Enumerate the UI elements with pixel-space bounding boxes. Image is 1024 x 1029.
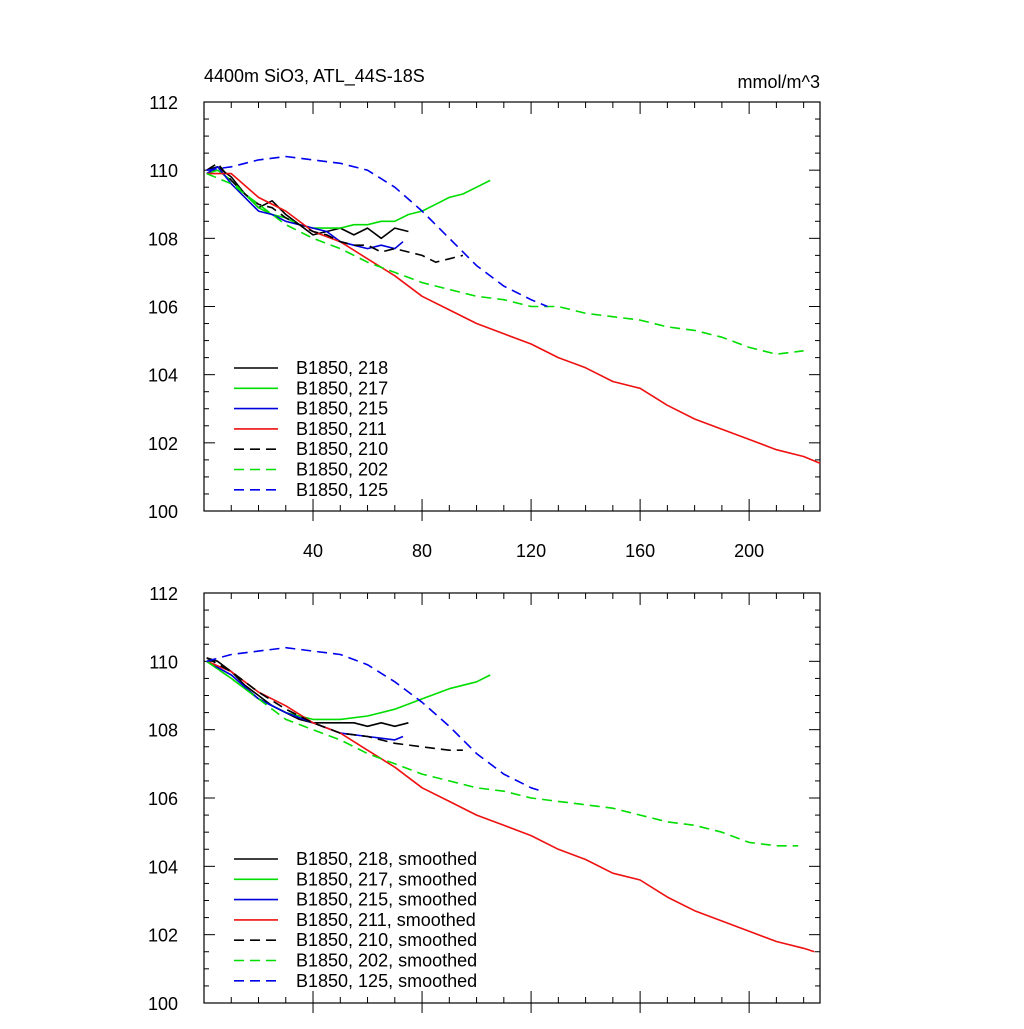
legend-label: B1850, 218 [296,358,388,378]
plot-panel-1: 100 102 104 106 108 110 112 40 80 120 160 200 B1850,… [148,93,821,561]
y-tick-label: 110 [149,652,178,672]
series-line [206,162,464,264]
series-line [206,166,404,250]
legend-label: B1850, 211, smoothed [296,910,476,930]
x-tick-label: 160 [625,541,655,561]
y-tick-label: 102 [148,926,178,946]
series-line [206,657,463,752]
series-line [206,660,404,741]
series-line [206,660,799,847]
legend-label: B1850, 125 [296,480,388,500]
series-line [206,155,548,308]
series-line [206,657,409,728]
legend-label: B1850, 202, smoothed [296,951,477,971]
series-line [206,172,821,465]
legend-label: B1850, 215 [296,399,388,419]
legend-label: B1850, 211 [296,419,387,439]
x-tick-label: 80 [412,541,432,561]
y-tick-label: 108 [148,229,178,249]
legend-label: B1850, 210, smoothed [296,930,477,950]
units-label: mmol/m^3 [738,72,820,92]
y-tick-label: 110 [149,161,178,181]
legend-label: B1850, 217, smoothed [296,869,477,889]
legend-label: B1850, 218, smoothed [296,849,477,869]
y-tick-label: 106 [148,298,178,318]
series-line [206,166,409,240]
y-tick-label: 106 [148,789,178,809]
y-tick-label: 108 [148,721,178,741]
series-line [206,169,491,229]
x-tick-label: 120 [516,541,546,561]
chart-title: 4400m SiO3, ATL_44S-18S [204,66,425,87]
legend-label: B1850, 202 [296,460,388,480]
y-tick-label: 112 [149,584,178,604]
legend-label: B1850, 215, smoothed [296,890,477,910]
series-line [206,172,804,356]
x-tick-label: 200 [734,541,764,561]
y-tick-label: 104 [148,857,178,877]
y-tick-label: 100 [148,994,178,1014]
y-tick-label: 102 [148,434,178,454]
series-line [206,646,543,792]
legend-label: B1850, 217 [296,378,388,398]
y-tick-label: 100 [148,502,178,522]
legend-label: B1850, 125, smoothed [296,971,477,991]
y-tick-label: 112 [149,93,178,113]
x-tick-label: 40 [303,541,323,561]
y-tick-label: 104 [148,366,178,386]
plot-panel-2: 100 102 104 106 108 110 112 B1850, 218, smoothe… [148,584,821,1014]
legend-label: B1850, 210 [296,439,388,459]
